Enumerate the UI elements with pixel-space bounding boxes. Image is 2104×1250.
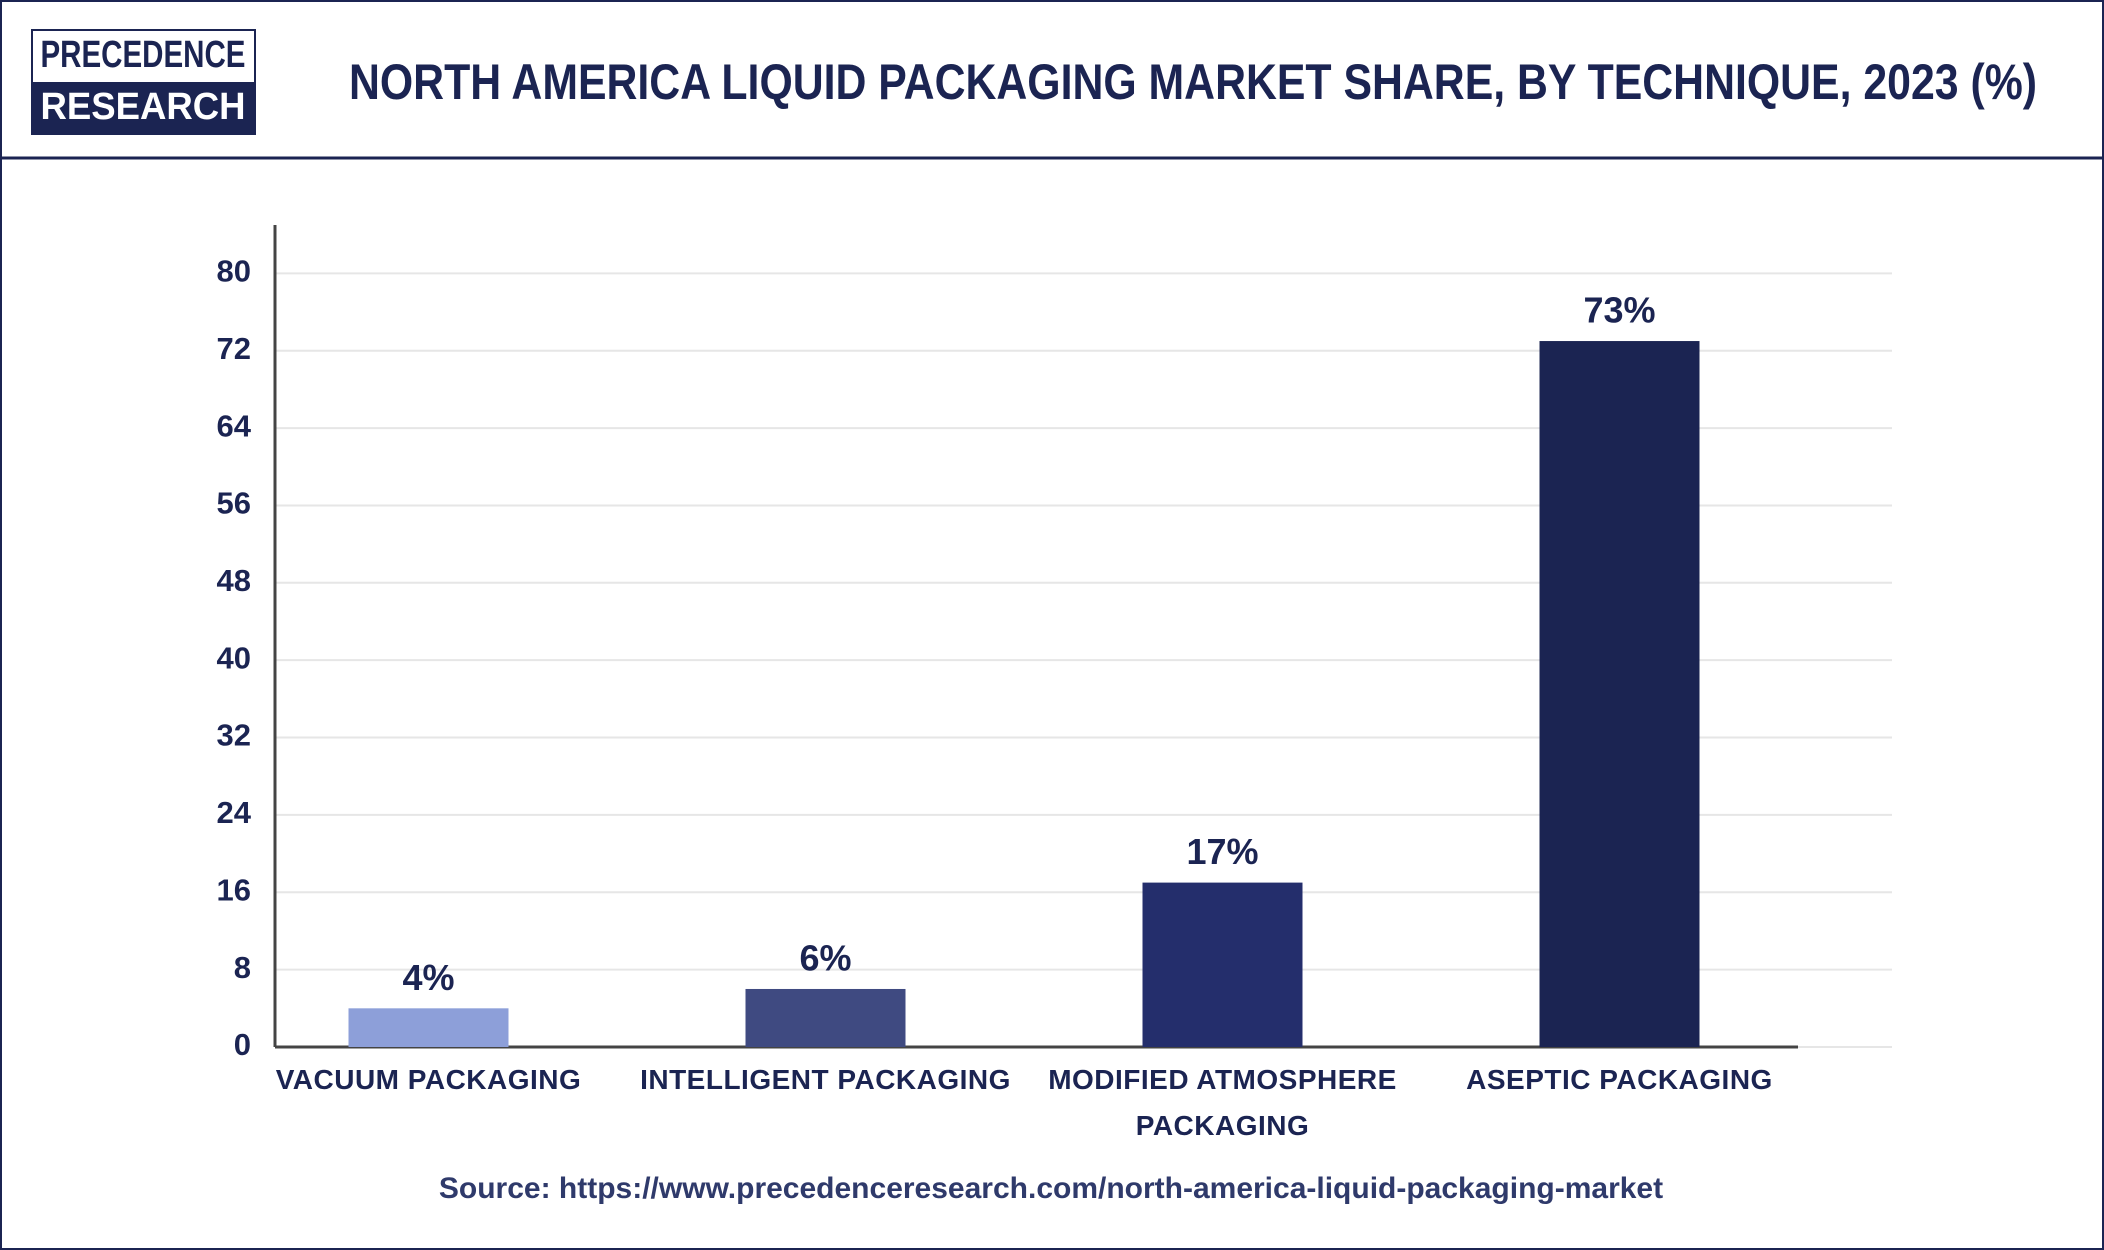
value-label: 73% — [1583, 290, 1655, 331]
bar — [1539, 341, 1700, 1047]
logo-top: PRECEDENCE — [41, 34, 246, 76]
y-tick-label: 56 — [217, 486, 251, 521]
y-tick-label: 0 — [234, 1027, 251, 1062]
y-tick-label: 32 — [217, 718, 251, 753]
y-tick-label: 8 — [234, 950, 251, 985]
logo-band — [32, 82, 255, 134]
value-label: 4% — [402, 957, 454, 998]
y-tick-label: 16 — [217, 872, 251, 907]
value-label: 17% — [1186, 831, 1258, 872]
bar — [348, 1008, 509, 1047]
source: Source: https://www.precedenceresearch.c… — [439, 1172, 1663, 1205]
bar — [745, 988, 906, 1047]
value-label: 6% — [799, 937, 851, 978]
logo-bottom: RESEARCH — [41, 86, 246, 128]
y-tick-label: 40 — [217, 640, 251, 675]
y-tick-label: 80 — [217, 254, 251, 289]
x-tick-label: VACUUM PACKAGING — [275, 1064, 582, 1095]
y-tick-label: 72 — [217, 331, 251, 366]
x-tick-label: INTELLIGENT PACKAGING — [640, 1064, 1011, 1095]
y-tick-label: 48 — [217, 563, 251, 598]
chart-title: NORTH AMERICA LIQUID PACKAGING MARKET SH… — [349, 54, 2037, 110]
y-tick-label: 24 — [217, 795, 252, 830]
x-tick-label: ASEPTIC PACKAGING — [1466, 1064, 1773, 1095]
bar — [1142, 882, 1303, 1047]
y-tick-label: 64 — [217, 408, 252, 443]
x-tick-label: MODIFIED ATMOSPHERE PACKAGING — [1048, 1064, 1397, 1141]
